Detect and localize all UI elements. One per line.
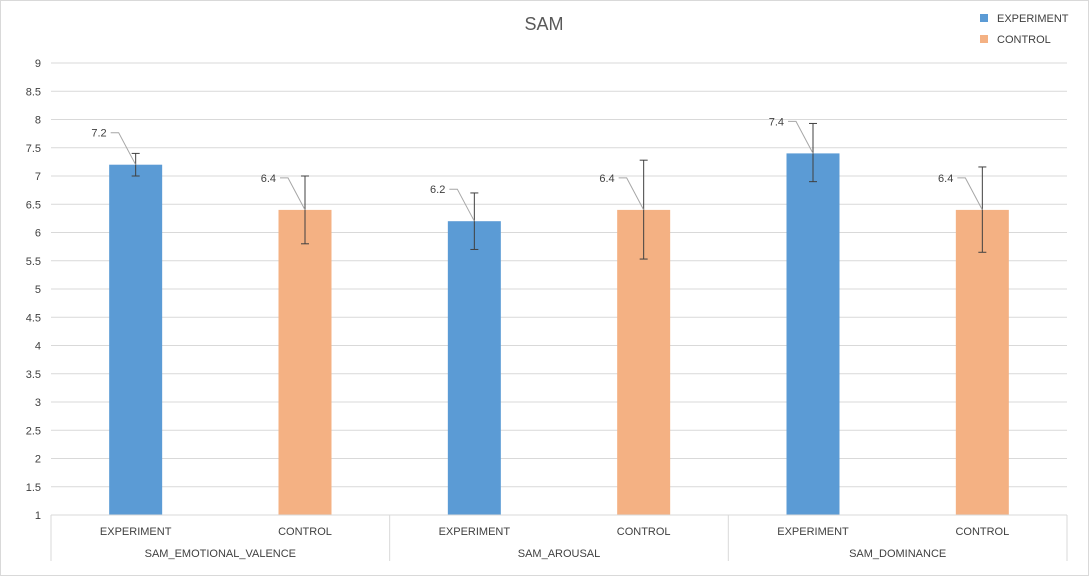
y-tick-label: 9 [35, 58, 41, 70]
data-label-experiment-sam_dominance: 7.4 [769, 116, 814, 154]
x-group-label: SAM_EMOTIONAL_VALENCE [145, 548, 296, 560]
legend-label-experiment: EXPERIMENT [997, 13, 1069, 25]
x-category-label: EXPERIMENT [439, 526, 511, 538]
y-tick-label: 8 [35, 115, 41, 127]
svg-text:7.2: 7.2 [91, 128, 106, 140]
legend-label-control: CONTROL [997, 34, 1051, 46]
legend-swatch-experiment [980, 14, 988, 22]
svg-text:7.4: 7.4 [769, 116, 784, 128]
bar-control-sam_dominance[interactable] [955, 209, 1009, 515]
data-label-experiment-sam_arousal: 6.2 [430, 184, 475, 222]
bar-experiment-sam_emotional_valence[interactable] [109, 164, 163, 515]
legend-swatch-control [980, 35, 988, 43]
legend-item-control[interactable]: CONTROL [980, 34, 1051, 46]
data-label-control-sam_dominance: 6.4 [938, 173, 983, 211]
y-tick-label: 6 [35, 228, 41, 240]
bar-experiment-sam_arousal[interactable] [447, 221, 501, 515]
data-label-experiment-sam_emotional_valence: 7.2 [91, 128, 137, 165]
y-tick-label: 4.5 [26, 312, 41, 324]
svg-text:6.4: 6.4 [938, 173, 953, 185]
x-category-label: CONTROL [617, 526, 671, 538]
y-tick-label: 6.5 [26, 199, 41, 211]
x-category-label: CONTROL [955, 526, 1009, 538]
bar-experiment-sam_dominance[interactable] [786, 153, 840, 515]
legend: EXPERIMENT CONTROL [980, 13, 1069, 46]
svg-text:6.2: 6.2 [430, 184, 445, 196]
y-tick-label: 5 [35, 284, 41, 296]
x-category-label: CONTROL [278, 526, 332, 538]
y-tick-label: 2 [35, 454, 41, 466]
y-tick-label: 7 [35, 171, 41, 183]
x-group-label: SAM_AROUSAL [518, 548, 601, 560]
bar-control-sam_arousal[interactable] [617, 209, 671, 515]
y-tick-label: 5.5 [26, 256, 41, 268]
data-label-control-sam_emotional_valence: 6.4 [261, 173, 306, 211]
y-tick-label: 1 [35, 510, 41, 522]
x-category-label: EXPERIMENT [100, 526, 172, 538]
y-tick-label: 2.5 [26, 425, 41, 437]
y-tick-label: 3.5 [26, 369, 41, 381]
svg-text:6.4: 6.4 [261, 173, 276, 185]
x-category-label: EXPERIMENT [777, 526, 849, 538]
y-tick-label: 8.5 [26, 86, 41, 98]
y-axis-tick-labels: 1 1.5 2 2.5 3 3.5 4 4.5 5 5.5 6 6.5 7 7.5 8 8.5 9 [26, 58, 41, 522]
y-tick-label: 1.5 [26, 482, 41, 494]
bar-control-sam_emotional_valence[interactable] [278, 209, 332, 515]
chart-title: SAM [524, 14, 563, 34]
bars [109, 153, 1009, 515]
data-labels: 7.2 6.2 7.4 6.4 6.4 6.4 [91, 116, 983, 222]
y-tick-label: 4 [35, 341, 41, 353]
legend-item-experiment[interactable]: EXPERIMENT [980, 13, 1069, 25]
x-axis: EXPERIMENT CONTROL SAM_EMOTIONAL_VALENCE EX… [50, 514, 1068, 561]
y-tick-label: 7.5 [26, 143, 41, 155]
y-tick-label: 3 [35, 397, 41, 409]
x-group-label: SAM_DOMINANCE [849, 548, 946, 560]
svg-text:6.4: 6.4 [599, 173, 614, 185]
error-bars [131, 122, 987, 260]
gridlines [51, 62, 1067, 516]
data-label-control-sam_arousal: 6.4 [599, 173, 645, 211]
